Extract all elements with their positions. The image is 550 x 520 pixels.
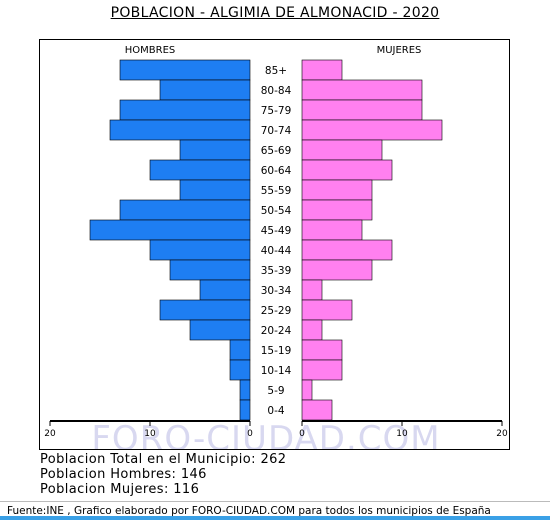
age-label-50-54: 50-54 [261,205,292,217]
age-label-85+: 85+ [265,65,287,77]
chart-title: POBLACION - ALGIMIA DE ALMONACID - 2020 [110,5,440,21]
chart-panel: FORO-CIUDAD.COM HOMBRES MUJERES 85+ 80-84 75-… [39,39,510,450]
bar-mujeres-20-24 [301,319,323,341]
population-pyramid-chart: FORO-CIUDAD.COM HOMBRES MUJERES 85+ 80-84 75-… [44,45,508,449]
age-label-55-59: 55-59 [261,185,292,197]
bar-hombres-50-54 [119,199,251,221]
x-tick-label-2: 0 [247,429,253,439]
bar-hombres-60-64 [149,159,251,181]
bar-mujeres-0-4 [301,399,333,421]
age-label-25-29: 25-29 [261,305,292,317]
legend-mujeres: MUJERES [377,45,422,56]
age-label-30-34: 30-34 [261,285,292,297]
bar-mujeres-45-49 [301,219,363,241]
footer-accent-bar [0,516,550,520]
bar-hombres-40-44 [149,239,251,261]
age-label-70-74: 70-74 [261,125,292,137]
stat-hombres: Poblacion Hombres: 146 [40,467,207,482]
age-label-60-64: 60-64 [261,165,292,177]
x-tick-label-1: 10 [144,429,156,439]
footer-source: Fuente:INE , Grafico elaborado por FORO-… [0,501,550,520]
bar-mujeres-15-19 [301,339,343,361]
bar-hombres-25-29 [159,299,251,321]
age-label-65-69: 65-69 [261,145,292,157]
bar-hombres-70-74 [109,119,251,141]
x-tick-label-3: 0 [299,429,305,439]
age-label-75-79: 75-79 [261,105,292,117]
bar-hombres-65-69 [179,139,251,161]
age-label-5-9: 5-9 [267,385,284,397]
bar-hombres-85+ [119,59,251,81]
age-label-40-44: 40-44 [261,245,292,257]
bar-mujeres-10-14 [301,359,343,381]
bar-hombres-45-49 [89,219,251,241]
x-tick-label-4: 10 [396,429,408,439]
bar-hombres-55-59 [179,179,251,201]
bar-mujeres-85+ [301,59,343,81]
age-label-10-14: 10-14 [261,365,292,377]
stat-total: Poblacion Total en el Municipio: 262 [40,452,287,467]
bar-hombres-10-14 [229,359,251,381]
age-label-35-39: 35-39 [261,265,292,277]
x-tick-label-0: 20 [44,429,56,439]
bar-mujeres-30-34 [301,279,323,301]
bar-mujeres-5-9 [301,379,313,401]
bar-mujeres-35-39 [301,259,373,281]
bar-hombres-80-84 [159,79,251,101]
legend-hombres: HOMBRES [125,45,176,56]
x-tick-label-5: 20 [496,429,508,439]
age-label-80-84: 80-84 [261,85,292,97]
bar-mujeres-25-29 [301,299,353,321]
watermark: FORO-CIUDAD.COM [91,419,440,449]
bar-hombres-20-24 [189,319,251,341]
bar-mujeres-65-69 [301,139,383,161]
age-label-0-4: 0-4 [267,405,284,417]
bar-hombres-15-19 [229,339,251,361]
bar-hombres-30-34 [199,279,251,301]
age-label-15-19: 15-19 [261,345,292,357]
bar-mujeres-80-84 [301,79,423,101]
stat-mujeres: Poblacion Mujeres: 116 [40,482,200,497]
bar-hombres-35-39 [169,259,251,281]
bar-mujeres-60-64 [301,159,393,181]
bar-mujeres-75-79 [301,99,423,121]
bar-hombres-5-9 [239,379,251,401]
age-label-20-24: 20-24 [261,325,292,337]
bar-hombres-75-79 [119,99,251,121]
age-label-45-49: 45-49 [261,225,292,237]
bar-mujeres-40-44 [301,239,393,261]
bar-mujeres-50-54 [301,199,373,221]
bar-hombres-0-4 [239,399,251,421]
bar-mujeres-70-74 [301,119,443,141]
bar-mujeres-55-59 [301,179,373,201]
